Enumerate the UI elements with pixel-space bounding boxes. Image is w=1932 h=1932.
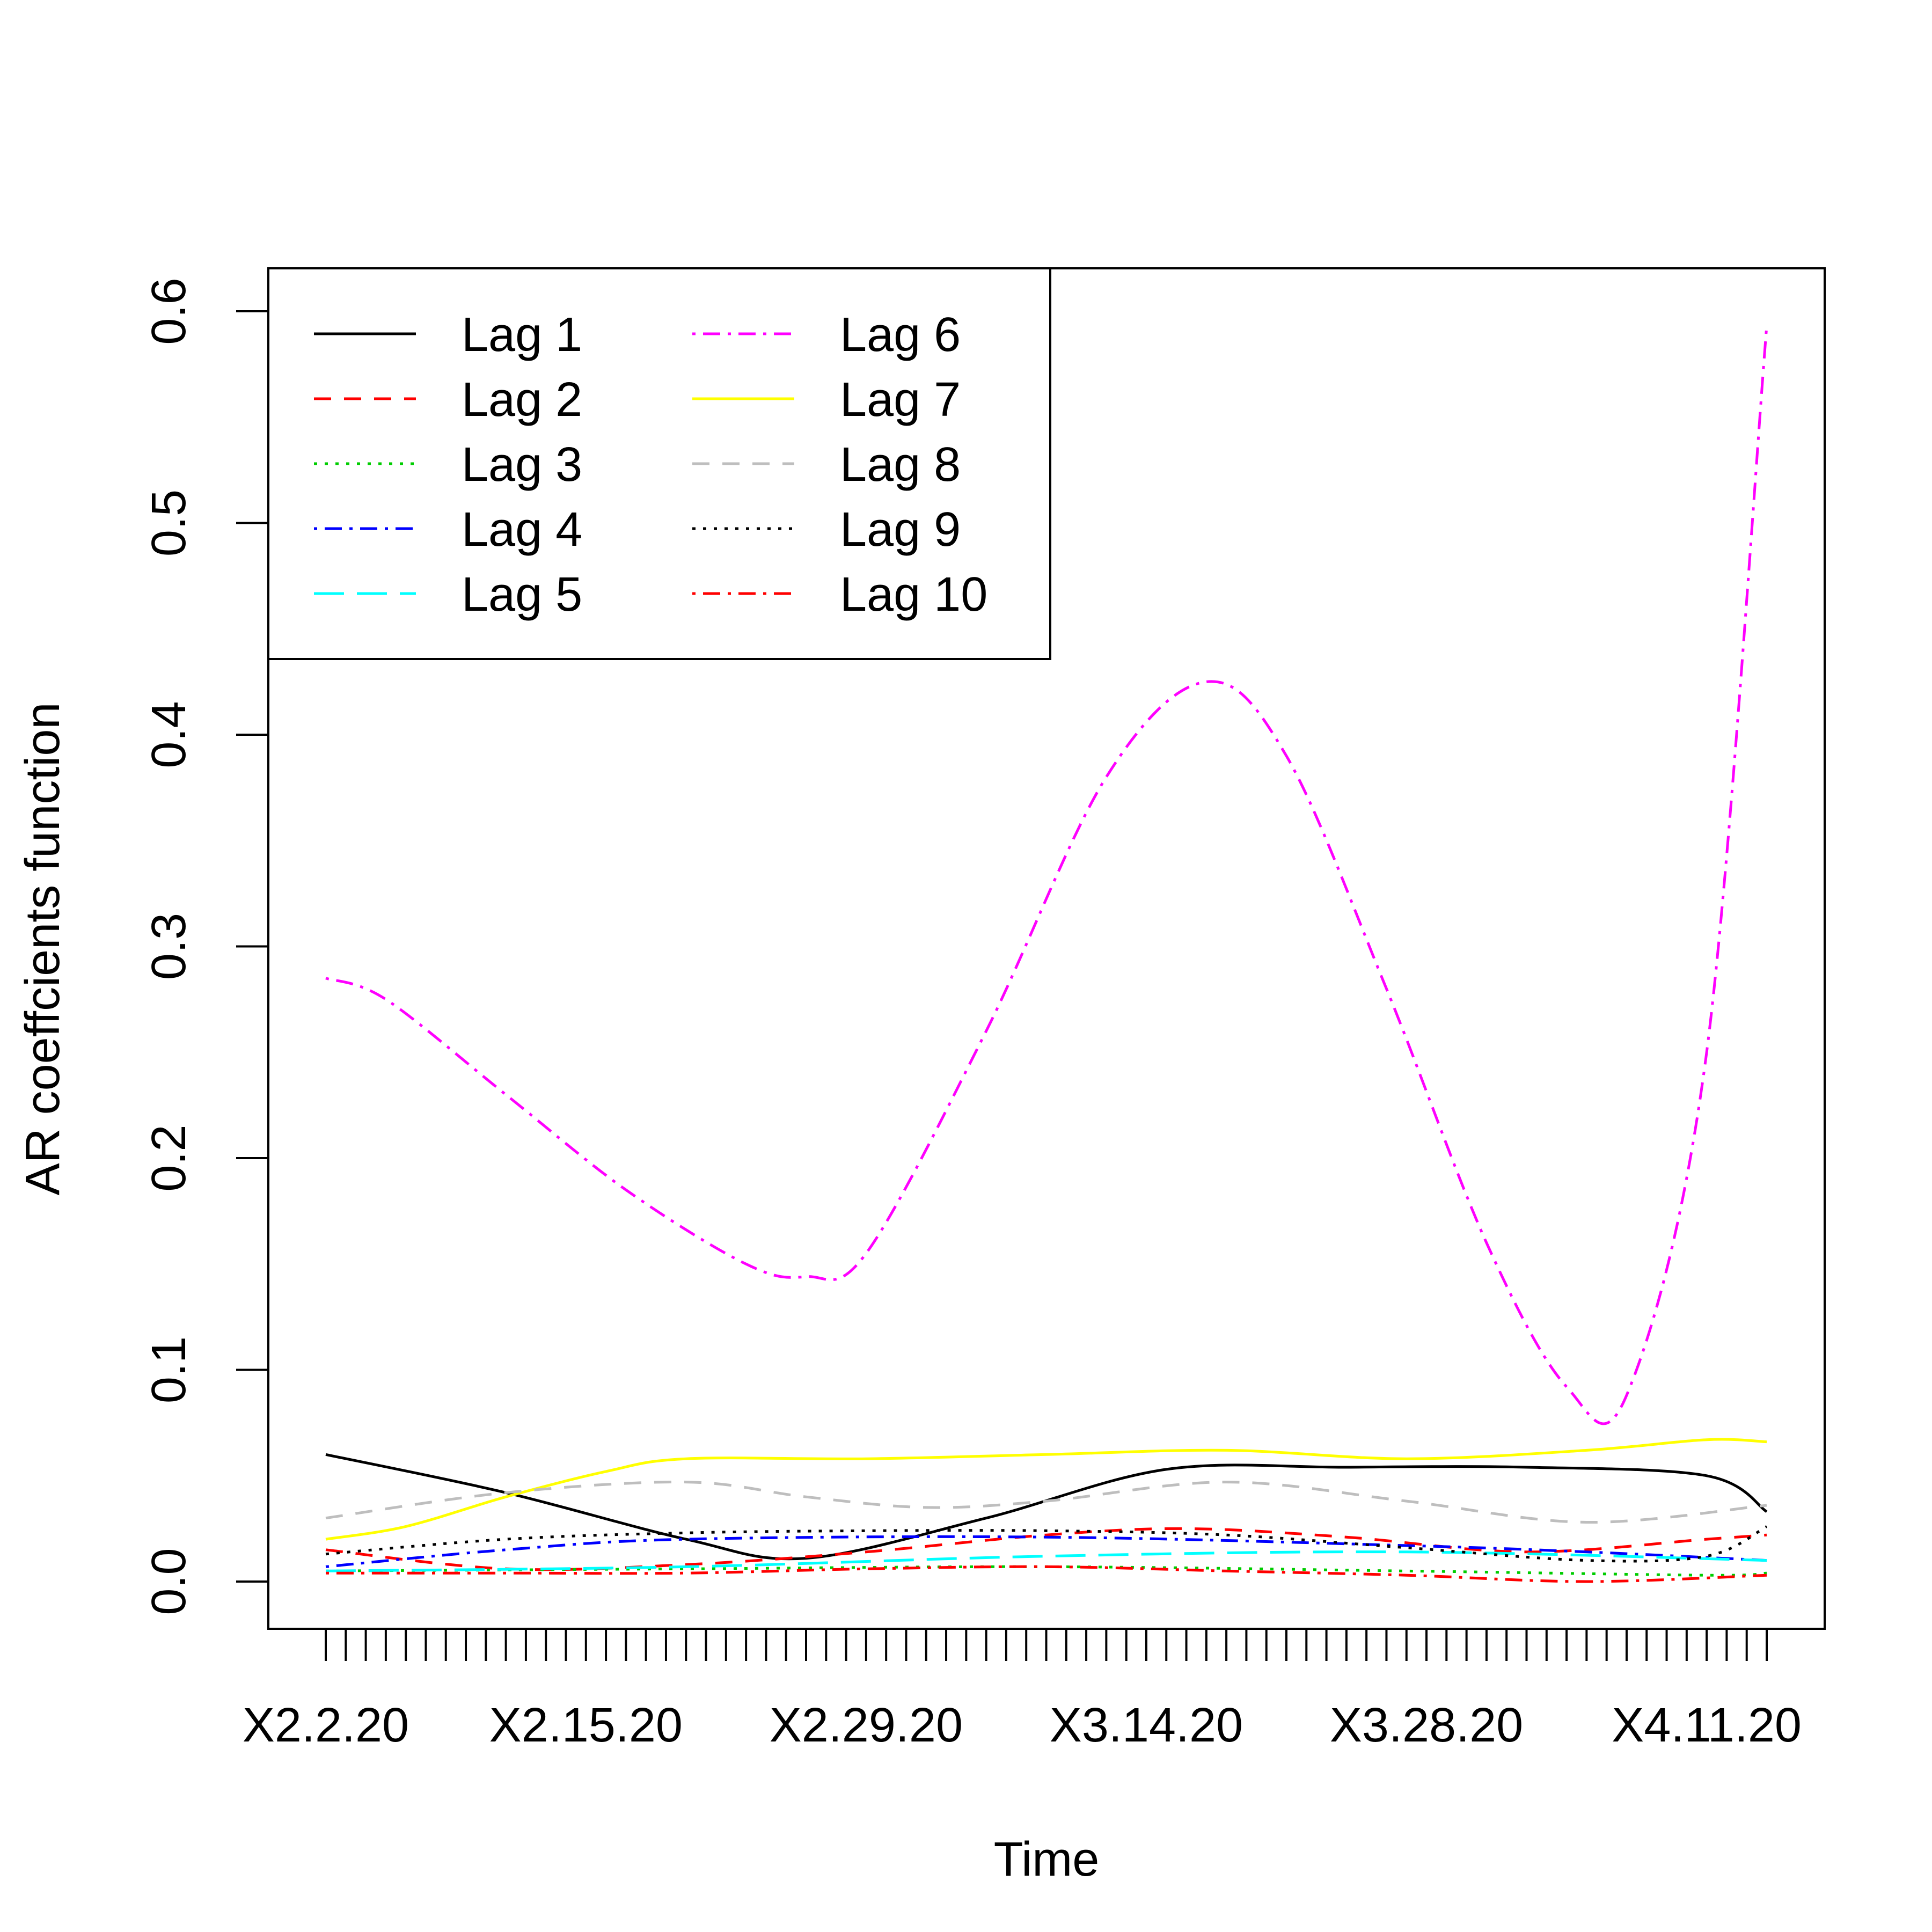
legend: Lag 1 Lag 2 Lag 3 Lag 4 Lag 5 Lag 6 Lag 7 Lag 8…	[267, 267, 1051, 660]
legend-label-lag-3: Lag 3	[462, 438, 582, 492]
legend-label-lag-6: Lag 6	[840, 308, 961, 362]
x-tick-label: X4.11.20	[1612, 1699, 1802, 1752]
y-tick-label: 0.5	[142, 489, 196, 557]
x-tick-label: X2.29.20	[770, 1699, 963, 1752]
legend-label-lag-1: Lag 1	[462, 308, 582, 362]
series-line-lag-6	[325, 326, 1768, 1425]
x-tick-label: X3.14.20	[1050, 1699, 1243, 1752]
x-tick-label: X2.15.20	[489, 1699, 683, 1752]
x-axis: X2.2.20 X2.15.20 X2.29.20 X3.14.20 X3.28.20 X…	[243, 1629, 1802, 1752]
x-tick-label: X2.2.20	[243, 1699, 409, 1752]
x-axis-label: Time	[994, 1833, 1100, 1886]
y-tick-label: 0.1	[142, 1336, 196, 1403]
series-line-lag-10	[326, 1565, 1767, 1583]
legend-label-lag-4: Lag 4	[462, 503, 582, 557]
x-tick-label: X3.28.20	[1330, 1699, 1523, 1752]
series-line-lag-5	[325, 1550, 1767, 1572]
legend-label-lag-7: Lag 7	[840, 373, 961, 427]
legend-label-lag-10: Lag 10	[840, 568, 987, 621]
y-tick-label: 0.2	[142, 1124, 196, 1191]
legend-label-lag-8: Lag 8	[840, 438, 961, 492]
series-layer	[325, 326, 1768, 1583]
series-line-lag-4	[325, 1535, 1767, 1568]
series-line-lag-1	[325, 1453, 1768, 1561]
y-axis-label: AR coeffcients function	[16, 702, 70, 1196]
y-tick-label: 0.4	[142, 701, 196, 768]
y-tick-label: 0.3	[142, 913, 196, 980]
y-tick-label: 0.0	[142, 1548, 196, 1615]
legend-label-lag-5: Lag 5	[462, 568, 582, 621]
series-line-lag-7	[325, 1438, 1767, 1541]
y-tick-label: 0.6	[142, 277, 196, 345]
legend-label-lag-9: Lag 9	[840, 503, 961, 557]
series-line-lag-2	[325, 1527, 1767, 1571]
legend-label-lag-2: Lag 2	[462, 373, 582, 427]
